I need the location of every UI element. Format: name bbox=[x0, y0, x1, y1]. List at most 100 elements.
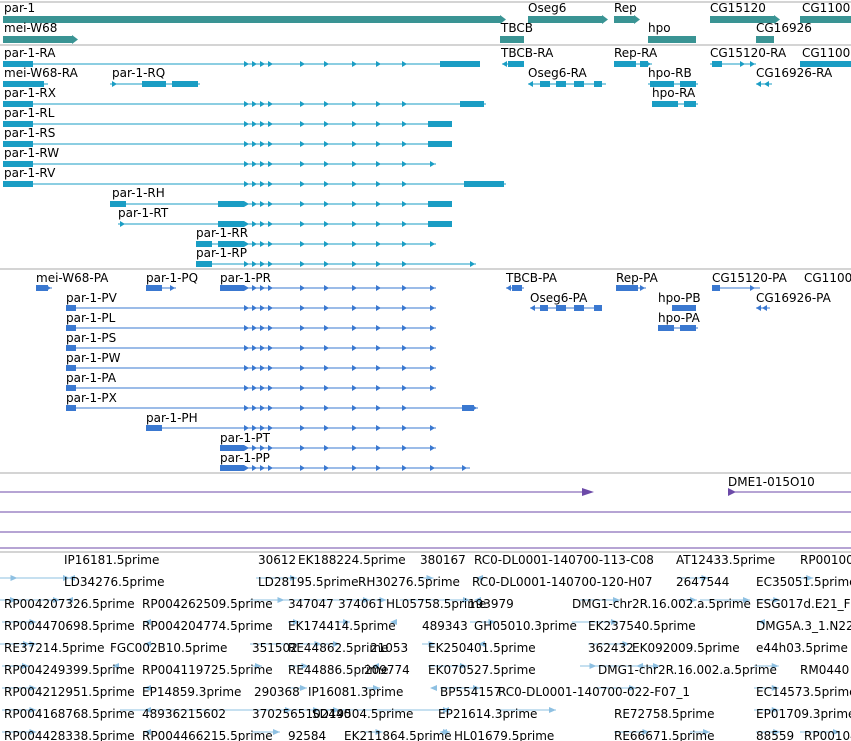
transcript-glyph[interactable] bbox=[756, 81, 772, 87]
est-label[interactable]: EK174414.5prime bbox=[288, 619, 396, 633]
protein-glyph[interactable] bbox=[146, 285, 176, 291]
gene-label-Rep[interactable]: Rep bbox=[614, 1, 637, 15]
est-label[interactable]: RC0-DL0001-140700-022-F07_1 bbox=[498, 685, 690, 699]
est-label[interactable]: RP004428338.5prime bbox=[4, 729, 135, 741]
gene-Rep[interactable] bbox=[614, 15, 640, 24]
feature-label[interactable]: mei-W68-PA bbox=[36, 271, 109, 285]
protein-glyph[interactable] bbox=[712, 285, 760, 291]
transcript-glyph[interactable] bbox=[3, 121, 452, 127]
est-label[interactable]: RE37214.5prime bbox=[4, 641, 105, 655]
protein-glyph[interactable] bbox=[66, 325, 436, 331]
est-label[interactable]: RP00100 bbox=[800, 553, 851, 567]
est-label[interactable]: GH05010.3prime bbox=[474, 619, 577, 633]
match-DME1-015O10[interactable] bbox=[0, 488, 851, 496]
transcript-glyph[interactable] bbox=[118, 221, 452, 227]
est-label[interactable]: 351502 bbox=[252, 641, 298, 655]
protein-glyph[interactable] bbox=[66, 305, 436, 311]
est-label[interactable]: EK092009.5prime bbox=[632, 641, 740, 655]
feature-label[interactable]: mei-W68-RA bbox=[4, 66, 79, 80]
transcript-glyph[interactable] bbox=[3, 81, 48, 87]
est-label[interactable]: RE44886.5prime bbox=[288, 663, 389, 677]
feature-label[interactable]: CG1100 bbox=[802, 46, 850, 60]
protein-glyph[interactable] bbox=[530, 305, 602, 311]
est-label[interactable]: RP004119725.5prime bbox=[142, 663, 273, 677]
protein-glyph[interactable] bbox=[672, 305, 696, 311]
feature-label[interactable]: par-1-RX bbox=[4, 86, 56, 100]
gene-label-Oseg6[interactable]: Oseg6 bbox=[528, 1, 566, 15]
transcript-glyph[interactable] bbox=[3, 101, 486, 107]
gene-label-CG15120[interactable]: CG15120 bbox=[710, 1, 766, 15]
feature-label[interactable]: Oseg6-RA bbox=[528, 66, 588, 80]
gene-CG15120[interactable] bbox=[710, 15, 780, 24]
est-label[interactable]: DMG1-chr2R.16.002.a.5prime bbox=[598, 663, 777, 677]
feature-label[interactable]: par-1-PQ bbox=[146, 271, 198, 285]
transcript-glyph[interactable] bbox=[3, 161, 436, 167]
est-label[interactable]: RP004212951.5prime bbox=[4, 685, 135, 699]
est-label[interactable]: FGC002B10.5prime bbox=[110, 641, 227, 655]
feature-label[interactable]: CG16926-PA bbox=[756, 291, 832, 305]
feature-label[interactable]: Rep-PA bbox=[616, 271, 659, 285]
transcript-glyph[interactable] bbox=[3, 181, 506, 187]
protein-glyph[interactable] bbox=[658, 325, 698, 331]
est-label[interactable]: SD19504.5prime bbox=[312, 707, 413, 721]
gene-par-1[interactable] bbox=[3, 15, 506, 24]
feature-label[interactable]: CG16926-RA bbox=[756, 66, 833, 80]
gene-label-TBCB[interactable]: TBCB bbox=[500, 21, 533, 35]
transcript-glyph[interactable] bbox=[614, 61, 652, 67]
gene-label-CG1100[interactable]: CG1100 bbox=[802, 1, 850, 15]
protein-glyph[interactable] bbox=[756, 305, 770, 311]
est-label[interactable]: EK237540.5prime bbox=[588, 619, 696, 633]
transcript-glyph[interactable] bbox=[196, 241, 436, 247]
est-label[interactable]: RH30276.5prime bbox=[358, 575, 460, 589]
feature-label[interactable]: Oseg6-PA bbox=[530, 291, 588, 305]
est-label[interactable]: 362432 bbox=[588, 641, 634, 655]
feature-label[interactable]: par-1-PL bbox=[66, 311, 116, 325]
feature-label[interactable]: par-1-RH bbox=[112, 186, 165, 200]
est-label[interactable]: EP21614.3prime bbox=[438, 707, 537, 721]
feature-label[interactable]: par-1-RR bbox=[196, 226, 248, 240]
transcript-glyph[interactable] bbox=[652, 101, 698, 107]
est-label[interactable]: RP004204774.5prime bbox=[142, 619, 273, 633]
est-label[interactable]: 21053 bbox=[370, 641, 408, 655]
est-label[interactable]: 380167 bbox=[420, 553, 466, 567]
transcript-glyph[interactable] bbox=[110, 201, 452, 207]
feature-label[interactable]: par-1-PW bbox=[66, 351, 121, 365]
protein-glyph[interactable] bbox=[146, 425, 436, 431]
est-label[interactable]: RC0-DL0001-140700-120-H07 bbox=[472, 575, 653, 589]
match-label[interactable]: DME1-015O10 bbox=[728, 475, 815, 489]
protein-glyph[interactable] bbox=[36, 285, 52, 291]
transcript-glyph[interactable] bbox=[800, 61, 851, 67]
feature-label[interactable]: par-1-PS bbox=[66, 331, 116, 345]
est-label[interactable]: RM0440 bbox=[800, 663, 849, 677]
gene-Oseg6[interactable] bbox=[528, 15, 608, 24]
est-label[interactable]: HL05758.5prime bbox=[386, 597, 486, 611]
feature-label[interactable]: par-1-PV bbox=[66, 291, 118, 305]
est-label[interactable]: EP14859.3prime bbox=[142, 685, 241, 699]
gene-mei-W68[interactable] bbox=[3, 35, 78, 44]
est-label[interactable]: IP16081.3prime bbox=[308, 685, 403, 699]
feature-label[interactable]: par-1-RT bbox=[118, 206, 169, 220]
feature-label[interactable]: CG15120-RA bbox=[710, 46, 787, 60]
est-label[interactable]: HL01679.5prime bbox=[454, 729, 554, 741]
est-label[interactable]: 30612 bbox=[258, 553, 296, 567]
est-label[interactable]: RP004466215.5prime bbox=[142, 729, 273, 741]
est-label[interactable]: DMG5A.3_1.N22.C1 bbox=[756, 619, 851, 633]
est-label[interactable]: e44h03.5prime bbox=[756, 641, 848, 655]
protein-glyph[interactable] bbox=[66, 365, 436, 371]
est-label[interactable]: 209774 bbox=[364, 663, 410, 677]
feature-label[interactable]: Rep-RA bbox=[614, 46, 658, 60]
est-label[interactable]: 48936215602 bbox=[142, 707, 226, 721]
transcript-glyph[interactable] bbox=[3, 61, 480, 67]
feature-label[interactable]: TBCB-PA bbox=[505, 271, 558, 285]
transcript-glyph[interactable] bbox=[196, 261, 476, 267]
est-label[interactable]: RC0-DL0001-140700-113-C08 bbox=[474, 553, 654, 567]
est-label[interactable]: EC35051.5prime bbox=[756, 575, 851, 589]
feature-label[interactable]: CG1100 bbox=[804, 271, 851, 285]
feature-label[interactable]: par-1-PP bbox=[220, 451, 270, 465]
est-label[interactable]: 347047 bbox=[288, 597, 334, 611]
feature-label[interactable]: CG15120-PA bbox=[712, 271, 788, 285]
est-label[interactable]: 3702565102440 bbox=[252, 707, 351, 721]
feature-label[interactable]: par-1-RP bbox=[196, 246, 247, 260]
est-label[interactable]: DMG1-chr2R.16.002.a.5prime bbox=[572, 597, 751, 611]
est-label[interactable]: RP004168768.5prime bbox=[4, 707, 135, 721]
